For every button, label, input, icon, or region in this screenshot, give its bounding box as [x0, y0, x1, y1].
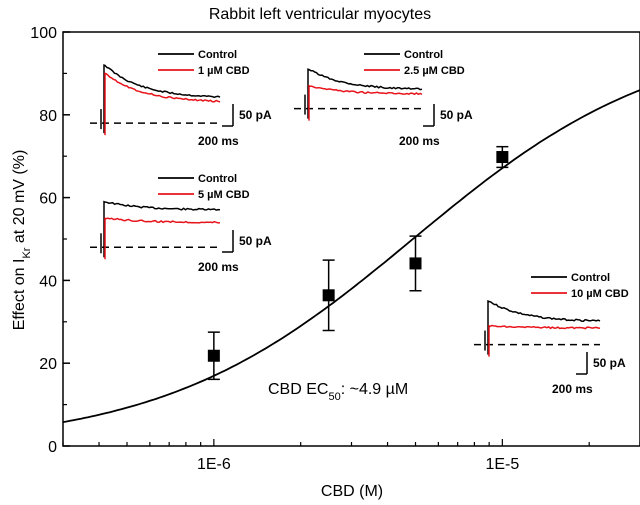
legend-control-label: Control	[404, 49, 443, 61]
data-point	[322, 289, 335, 302]
y-tick-label: 80	[39, 108, 57, 125]
legend-control-label: Control	[571, 272, 610, 284]
legend-cbd-label: 1 µM CBD	[198, 65, 250, 77]
scale-time-label: 200 ms	[198, 134, 239, 148]
y-axis-label: Effect on IKr at 20 mV (%)	[11, 150, 33, 331]
ec50-annotation-subscript: 50	[328, 391, 340, 403]
legend-control-label: Control	[198, 173, 237, 185]
fit-curve	[62, 89, 640, 423]
y-axis-label-subscript: Kr	[21, 247, 33, 258]
control-trace	[103, 200, 221, 258]
data-points	[207, 145, 509, 381]
scale-current-label: 50 pA	[440, 108, 473, 122]
control-trace	[103, 64, 221, 134]
data-point	[496, 151, 509, 164]
y-tick-label: 60	[39, 191, 57, 208]
scale-time-label: 200 ms	[399, 134, 440, 148]
x-axis-label: CBD (M)	[321, 483, 383, 500]
control-trace	[307, 68, 423, 119]
legend-cbd-label: 5 µM CBD	[198, 189, 250, 201]
cbd-trace	[104, 72, 221, 136]
control-trace	[487, 299, 601, 355]
y-axis-label-prefix: Effect on I	[11, 259, 28, 331]
scale-current-label: 50 pA	[239, 234, 272, 248]
legend-cbd-label: 10 µM CBD	[571, 288, 629, 300]
x-tick-label: 1E-6	[197, 456, 231, 473]
x-tick-label: 1E-5	[485, 456, 519, 473]
ec50-annotation-suffix: : ~4.9 µM	[341, 381, 408, 398]
ec50-annotation-prefix: CBD EC	[268, 381, 328, 398]
cbd-trace	[488, 324, 601, 357]
legend-cbd-label: 2.5 µM CBD	[404, 65, 465, 77]
data-point	[207, 349, 220, 362]
y-tick-label: 20	[39, 356, 57, 373]
y-tick-label: 100	[30, 25, 57, 42]
y-tick-label: 40	[39, 273, 57, 290]
chart-title: Rabbit left ventricular myocytes	[209, 6, 431, 23]
cbd-trace	[104, 217, 221, 260]
scale-current-label: 50 pA	[239, 108, 272, 122]
scale-current-label: 50 pA	[593, 356, 626, 370]
scale-time-label: 200 ms	[552, 382, 593, 396]
y-tick-label: 0	[48, 439, 57, 456]
cbd-trace	[308, 84, 423, 121]
legend-control-label: Control	[198, 49, 237, 61]
scale-time-label: 200 ms	[198, 260, 239, 274]
y-axis: 0 20 40 60 80 100	[30, 25, 70, 456]
data-point	[409, 257, 422, 270]
x-axis: 1E-6 1E-5	[62, 439, 640, 473]
y-axis-label-suffix: at 20 mV (%)	[11, 150, 28, 248]
ec50-annotation: CBD EC50: ~4.9 µM	[268, 381, 408, 403]
